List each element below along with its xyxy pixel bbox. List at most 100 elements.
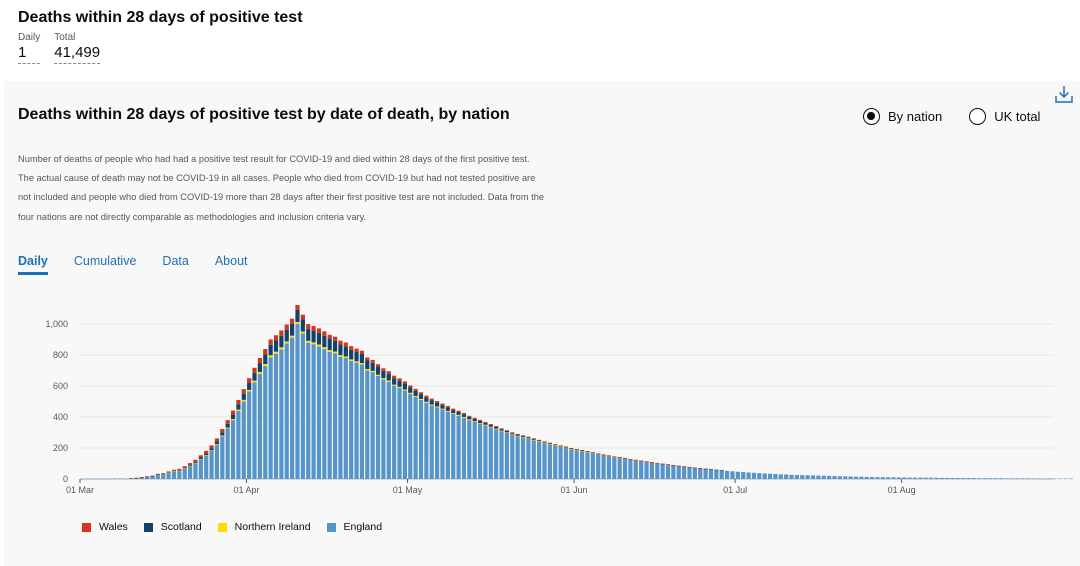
- bar-england[interactable]: [580, 451, 585, 479]
- bar-england[interactable]: [526, 438, 531, 479]
- bar-england[interactable]: [461, 417, 467, 479]
- bar-northern-ireland[interactable]: [472, 421, 477, 422]
- legend-england[interactable]: England: [326, 521, 382, 533]
- bar-northern-ireland[interactable]: [574, 449, 579, 451]
- bar-scotland[interactable]: [413, 390, 418, 396]
- bar-northern-ireland[interactable]: [375, 374, 381, 376]
- bar-scotland[interactable]: [494, 426, 499, 429]
- bar-england[interactable]: [252, 382, 257, 479]
- bar-england[interactable]: [134, 478, 139, 479]
- bar-england[interactable]: [338, 356, 343, 479]
- bar-northern-ireland[interactable]: [429, 404, 434, 406]
- bar-england[interactable]: [290, 337, 295, 479]
- bar-england[interactable]: [408, 393, 413, 479]
- bar-wales[interactable]: [628, 459, 633, 460]
- bar-wales[interactable]: [499, 428, 504, 430]
- bar-scotland[interactable]: [574, 449, 579, 451]
- bar-england[interactable]: [929, 477, 934, 479]
- bar-england[interactable]: [869, 476, 875, 479]
- bar-wales[interactable]: [284, 324, 289, 330]
- bar-northern-ireland[interactable]: [537, 441, 542, 442]
- bar-scotland[interactable]: [375, 367, 381, 375]
- bar-england[interactable]: [1004, 478, 1009, 479]
- bar-scotland[interactable]: [531, 438, 536, 440]
- bar-northern-ireland[interactable]: [520, 437, 526, 438]
- bar-england[interactable]: [827, 475, 832, 479]
- bar-northern-ireland[interactable]: [392, 384, 397, 386]
- bar-scotland[interactable]: [359, 354, 365, 363]
- bar-england[interactable]: [429, 405, 434, 479]
- tab-about[interactable]: About: [214, 254, 248, 268]
- bar-england[interactable]: [789, 474, 794, 479]
- bar-northern-ireland[interactable]: [252, 380, 257, 383]
- bar-england[interactable]: [451, 413, 456, 479]
- bar-northern-ireland[interactable]: [451, 413, 456, 414]
- bar-england[interactable]: [1014, 478, 1020, 479]
- bar-northern-ireland[interactable]: [569, 448, 574, 450]
- bar-wales[interactable]: [639, 460, 644, 462]
- bar-england[interactable]: [1009, 478, 1014, 479]
- bar-wales[interactable]: [542, 441, 547, 442]
- bar-northern-ireland[interactable]: [187, 465, 193, 467]
- bar-wales[interactable]: [515, 433, 520, 435]
- bar-wales[interactable]: [263, 349, 268, 355]
- bar-scotland[interactable]: [214, 441, 220, 445]
- bar-england[interactable]: [177, 470, 182, 479]
- bar-scotland[interactable]: [316, 332, 322, 345]
- bar-scotland[interactable]: [542, 441, 547, 443]
- bar-wales[interactable]: [150, 475, 155, 477]
- bar-england[interactable]: [848, 476, 853, 479]
- bar-england[interactable]: [477, 423, 483, 479]
- bar-northern-ireland[interactable]: [612, 456, 617, 458]
- bar-england[interactable]: [171, 471, 177, 479]
- bar-northern-ireland[interactable]: [553, 445, 558, 446]
- bar-england[interactable]: [483, 425, 488, 479]
- bar-england[interactable]: [413, 396, 418, 479]
- bar-northern-ireland[interactable]: [456, 414, 461, 416]
- bar-wales[interactable]: [193, 459, 198, 462]
- bar-england[interactable]: [187, 465, 193, 479]
- bar-wales[interactable]: [510, 432, 515, 434]
- bar-wales[interactable]: [375, 364, 381, 368]
- bar-england[interactable]: [392, 385, 397, 479]
- bar-england[interactable]: [902, 477, 907, 479]
- bar-wales[interactable]: [225, 420, 230, 424]
- bar-england[interactable]: [230, 420, 236, 479]
- bar-scotland[interactable]: [553, 444, 558, 446]
- bar-england[interactable]: [1047, 478, 1052, 480]
- bar-wales[interactable]: [601, 454, 606, 455]
- bar-england[interactable]: [585, 452, 590, 479]
- bar-england[interactable]: [896, 477, 902, 479]
- bar-northern-ireland[interactable]: [241, 399, 246, 402]
- bar-england[interactable]: [923, 477, 928, 479]
- bar-scotland[interactable]: [241, 393, 246, 400]
- bar-england[interactable]: [435, 407, 440, 479]
- tab-data[interactable]: Data: [162, 254, 189, 268]
- bar-england[interactable]: [155, 474, 160, 479]
- bar-england[interactable]: [912, 477, 918, 479]
- bar-england[interactable]: [655, 463, 660, 479]
- bar-england[interactable]: [418, 399, 424, 479]
- bar-england[interactable]: [467, 420, 472, 479]
- bar-scotland[interactable]: [606, 455, 612, 457]
- bar-wales[interactable]: [424, 395, 429, 398]
- bar-scotland[interactable]: [290, 323, 295, 336]
- bar-northern-ireland[interactable]: [166, 472, 171, 474]
- bar-wales[interactable]: [397, 378, 402, 381]
- bar-wales[interactable]: [531, 438, 536, 439]
- bar-wales[interactable]: [408, 385, 413, 388]
- bar-scotland[interactable]: [445, 407, 450, 411]
- tab-cumulative[interactable]: Cumulative: [73, 254, 137, 268]
- bar-england[interactable]: [993, 478, 998, 479]
- bar-england[interactable]: [531, 440, 536, 479]
- total-value[interactable]: 41,499: [54, 44, 101, 64]
- bar-scotland[interactable]: [306, 328, 311, 341]
- bar-england[interactable]: [843, 476, 848, 479]
- bar-wales[interactable]: [338, 340, 343, 345]
- bar-wales[interactable]: [504, 430, 510, 431]
- bar-england[interactable]: [1052, 478, 1057, 480]
- bar-scotland[interactable]: [526, 437, 531, 439]
- bar-england[interactable]: [118, 478, 123, 479]
- bar-northern-ireland[interactable]: [306, 340, 311, 343]
- bar-scotland[interactable]: [150, 475, 155, 477]
